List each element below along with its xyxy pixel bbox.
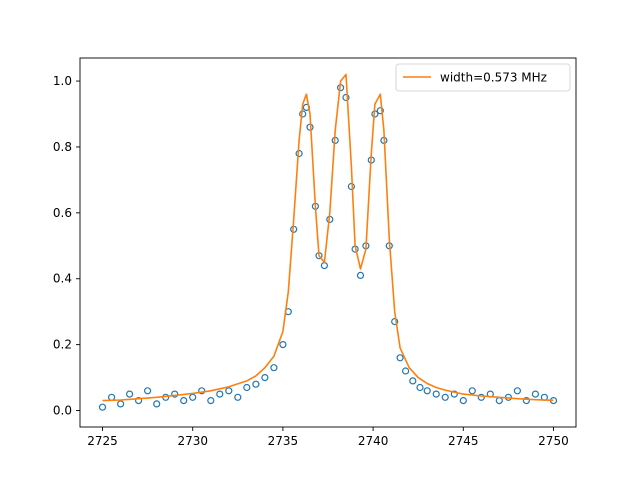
data-point [144, 387, 152, 395]
data-point [432, 390, 440, 398]
y-tick-label: 1.0 [53, 74, 72, 88]
data-point [513, 387, 522, 395]
x-axis: 2725 2730 2735 2740 2745 2750 [87, 427, 569, 448]
data-point [261, 374, 269, 382]
data-point [116, 400, 125, 408]
data-point [391, 318, 399, 326]
legend-box [395, 63, 571, 92]
data-point [198, 387, 206, 395]
data-point [243, 383, 251, 392]
plot-frame [79, 57, 577, 428]
y-tick-label: 0.8 [53, 140, 72, 154]
data-point [279, 341, 287, 349]
data-point [135, 397, 143, 405]
data-point [189, 393, 197, 401]
data-point [252, 380, 260, 388]
data-point [423, 387, 431, 395]
y-tick-label: 0.0 [53, 404, 72, 418]
legend-label: width=0.573 MHz [440, 71, 547, 85]
data-point [416, 383, 424, 392]
data-point [402, 367, 410, 375]
data-point [522, 397, 531, 405]
y-tick-label: 0.4 [53, 272, 72, 286]
data-point [356, 271, 365, 279]
x-tick-label: 2730 [177, 434, 208, 448]
data-point [441, 393, 449, 401]
data-point [126, 390, 134, 398]
x-tick-label: 2745 [448, 434, 479, 448]
data-point [468, 387, 476, 395]
data-point [180, 397, 188, 405]
x-tick-label: 2725 [87, 434, 118, 448]
data-point [342, 93, 350, 102]
data-point [396, 354, 404, 362]
y-tick-label: 0.2 [53, 338, 72, 352]
data-point [153, 400, 161, 408]
data-point [207, 397, 215, 405]
data-point [98, 403, 107, 411]
data-point [171, 390, 179, 398]
x-tick-label: 2735 [268, 434, 299, 448]
data-point [376, 107, 384, 115]
data-point [450, 390, 458, 398]
data-point [216, 390, 224, 398]
data-point [459, 397, 467, 405]
data-point [531, 390, 540, 398]
data-point [225, 387, 233, 395]
y-axis: 0.0 0.2 0.4 0.6 0.8 1.0 [53, 74, 80, 418]
data-point [409, 377, 417, 385]
fit-line [102, 73, 554, 402]
data-point [270, 364, 278, 372]
data-point [234, 393, 242, 401]
y-tick-label: 0.6 [53, 206, 72, 220]
x-tick-label: 2740 [358, 434, 389, 448]
x-tick-label: 2750 [538, 434, 569, 448]
data-point [477, 393, 485, 401]
legend: width=0.573 MHz [395, 63, 571, 92]
